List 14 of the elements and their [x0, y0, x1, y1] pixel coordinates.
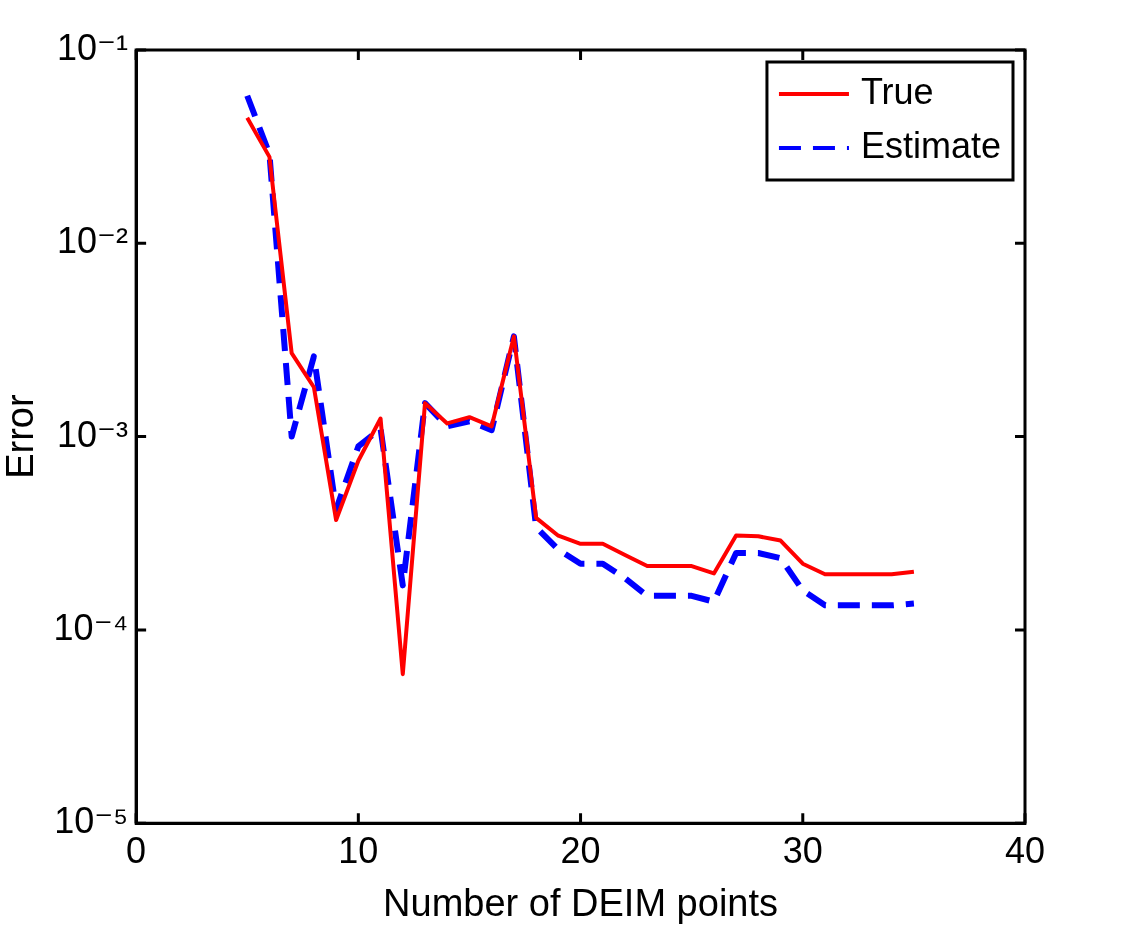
y-tick-label: 10⁻⁴	[53, 606, 129, 648]
legend-label: Estimate	[860, 124, 1001, 166]
x-tick-label: 20	[560, 829, 601, 871]
y-tick-label: 10⁻²	[57, 220, 129, 262]
y-tick-label: 10⁻¹	[57, 26, 129, 68]
legend-label: True	[860, 70, 934, 112]
x-tick-label: 30	[782, 829, 823, 871]
x-tick-label: 40	[1004, 829, 1046, 871]
y-axis-title: Error	[0, 394, 42, 479]
x-tick-label: 0	[126, 829, 147, 871]
y-tick-label: 10⁻⁵	[54, 800, 129, 842]
y-tick-label: 10⁻³	[57, 413, 129, 455]
x-tick-label: 10	[338, 829, 379, 871]
x-axis-title: Number of DEIM points	[383, 881, 779, 924]
